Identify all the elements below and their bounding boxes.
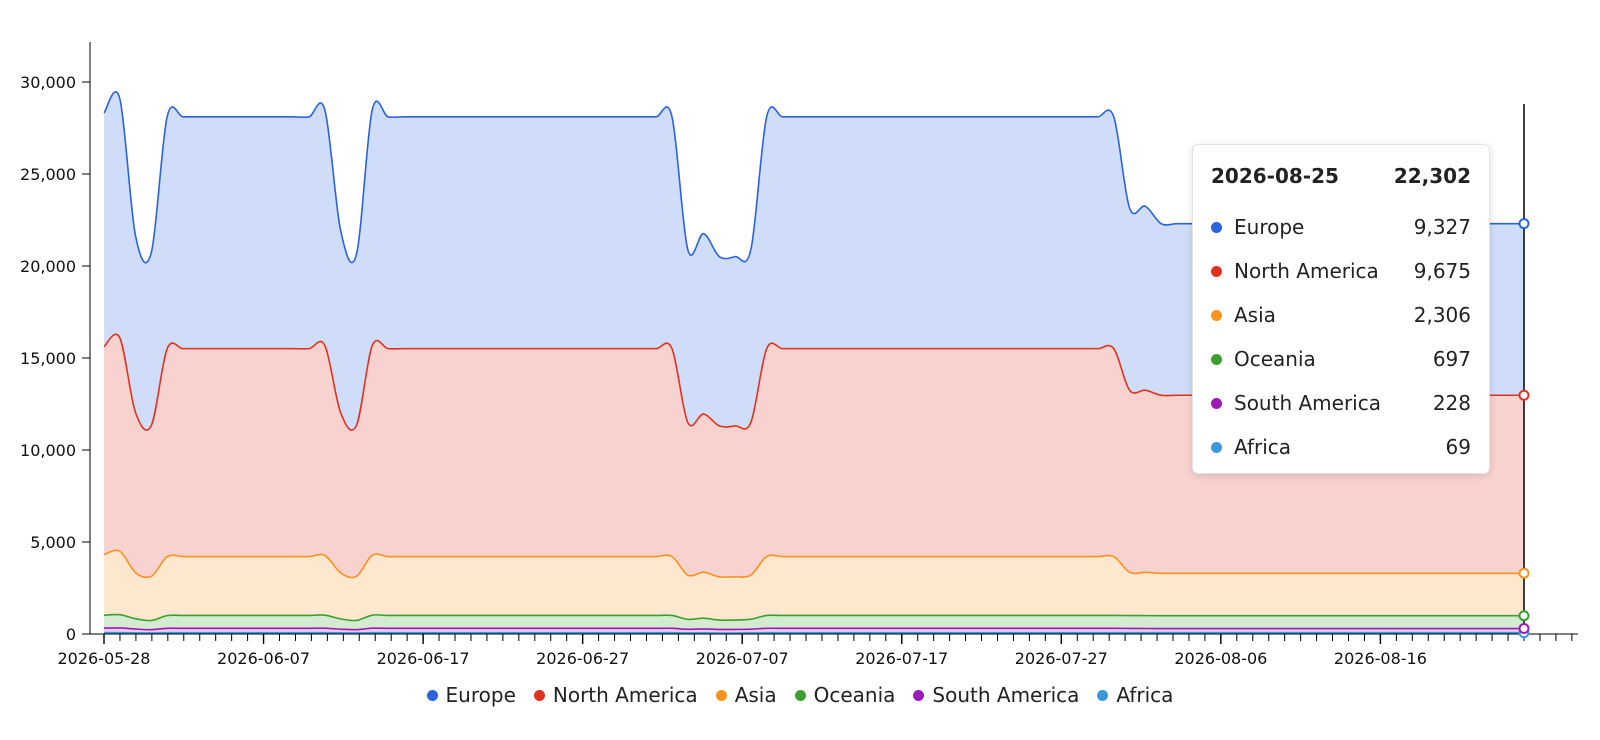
tooltip-value-asia: 2,306 — [1413, 303, 1471, 327]
tooltip-row-oceania: Oceania 697 — [1211, 337, 1471, 381]
x-tick-label: 2026-06-07 — [217, 649, 310, 668]
area-oceania — [104, 614, 1524, 630]
legend-item-europe[interactable]: Europe — [426, 683, 516, 707]
tooltip-dot-oceania — [1211, 353, 1222, 365]
tooltip-label-south-america: South America — [1234, 391, 1381, 415]
tooltip-value-north-america: 9,675 — [1413, 259, 1471, 283]
axes: 0 5,000 10,000 15,000 20,000 25,000 30,000 2026… — [20, 42, 1578, 668]
cursor-point-south-america — [1518, 623, 1530, 635]
x-tick-label: 2026-05-28 — [58, 649, 151, 668]
legend-label-asia: Asia — [734, 683, 777, 707]
legend-item-north-america[interactable]: North America — [533, 683, 698, 707]
tooltip-row-asia: Asia 2,306 — [1211, 293, 1471, 337]
tooltip-label-north-america: North America — [1234, 259, 1379, 283]
hover-cursor — [1518, 104, 1530, 639]
line-south-america — [103, 627, 1524, 631]
tooltip-row-south-america: South America 228 — [1211, 381, 1471, 425]
y-tick-label: 30,000 — [20, 73, 76, 92]
tooltip-label-asia: Asia — [1234, 303, 1276, 327]
y-tick-label: 10,000 — [20, 441, 76, 460]
tooltip-label-europe: Europe — [1234, 215, 1305, 239]
tooltip-label-africa: Africa — [1234, 435, 1292, 459]
x-tick-label: 2026-08-06 — [1174, 649, 1267, 668]
legend-label-europe: Europe — [445, 683, 516, 707]
tooltip-dot-south-america — [1211, 397, 1222, 409]
area-north-america — [104, 334, 1524, 578]
tooltip-value-oceania: 697 — [1432, 347, 1471, 371]
line-asia — [103, 549, 1524, 579]
legend-item-oceania[interactable]: Oceania — [794, 683, 896, 707]
tooltip: 2026-08-25 22,302 Europe 9,327 North Ame… — [1192, 144, 1490, 474]
legend-dot-south-america — [913, 689, 925, 701]
legend-label-north-america: North America — [552, 683, 698, 707]
legend: Europe North America Asia Oceania South … — [0, 680, 1600, 710]
tooltip-date: 2026-08-25 — [1211, 164, 1339, 188]
x-tick-label: 2026-06-27 — [536, 649, 629, 668]
legend-item-south-america[interactable]: South America — [913, 683, 1079, 707]
cursor-point-north-america — [1518, 389, 1530, 401]
stacked-area-chart: 0 5,000 10,000 15,000 20,000 25,000 30,000 2026… — [20, 42, 1578, 668]
legend-item-asia[interactable]: Asia — [715, 683, 777, 707]
y-tick-label: 0 — [66, 625, 76, 644]
tooltip-row-africa: Africa 69 — [1211, 425, 1471, 469]
x-tick-label: 2026-06-17 — [377, 649, 470, 668]
y-tick-label: 25,000 — [20, 165, 76, 184]
series-areas — [104, 91, 1524, 634]
tooltip-value-europe: 9,327 — [1413, 215, 1471, 239]
y-tick-label: 15,000 — [20, 349, 76, 368]
cursor-point-europe — [1518, 218, 1530, 230]
x-tick-label: 2026-08-16 — [1334, 649, 1427, 668]
legend-item-africa[interactable]: Africa — [1097, 683, 1173, 707]
legend-dot-africa — [1097, 689, 1109, 701]
area-europe — [104, 91, 1524, 431]
tooltip-value-south-america: 228 — [1432, 391, 1471, 415]
line-oceania — [103, 613, 1524, 622]
tooltip-row-north-america: North America 9,675 — [1211, 249, 1471, 293]
legend-dot-asia — [715, 689, 727, 701]
cursor-point-asia — [1518, 567, 1530, 579]
legend-label-africa: Africa — [1116, 683, 1174, 707]
tooltip-dot-asia — [1211, 309, 1222, 321]
legend-label-oceania: Oceania — [813, 683, 896, 707]
legend-dot-oceania — [794, 689, 806, 701]
tooltip-dot-africa — [1211, 441, 1222, 453]
legend-label-south-america: South America — [932, 683, 1080, 707]
y-tick-label: 20,000 — [20, 257, 76, 276]
tooltip-label-oceania: Oceania — [1234, 347, 1316, 371]
tooltip-value-africa: 69 — [1445, 435, 1471, 459]
x-tick-label: 2026-07-17 — [855, 649, 948, 668]
tooltip-dot-europe — [1211, 221, 1222, 233]
x-tick-label: 2026-07-07 — [696, 649, 789, 668]
legend-dot-europe — [426, 689, 438, 701]
x-tick-label: 2026-07-27 — [1015, 649, 1108, 668]
area-asia — [104, 550, 1524, 621]
tooltip-row-europe: Europe 9,327 — [1211, 205, 1471, 249]
y-tick-label: 5,000 — [30, 533, 76, 552]
tooltip-header: 2026-08-25 22,302 — [1211, 161, 1471, 191]
tooltip-dot-north-america — [1211, 265, 1222, 277]
cursor-point-oceania — [1518, 610, 1530, 622]
legend-dot-north-america — [533, 689, 545, 701]
tooltip-total: 22,302 — [1393, 164, 1471, 188]
